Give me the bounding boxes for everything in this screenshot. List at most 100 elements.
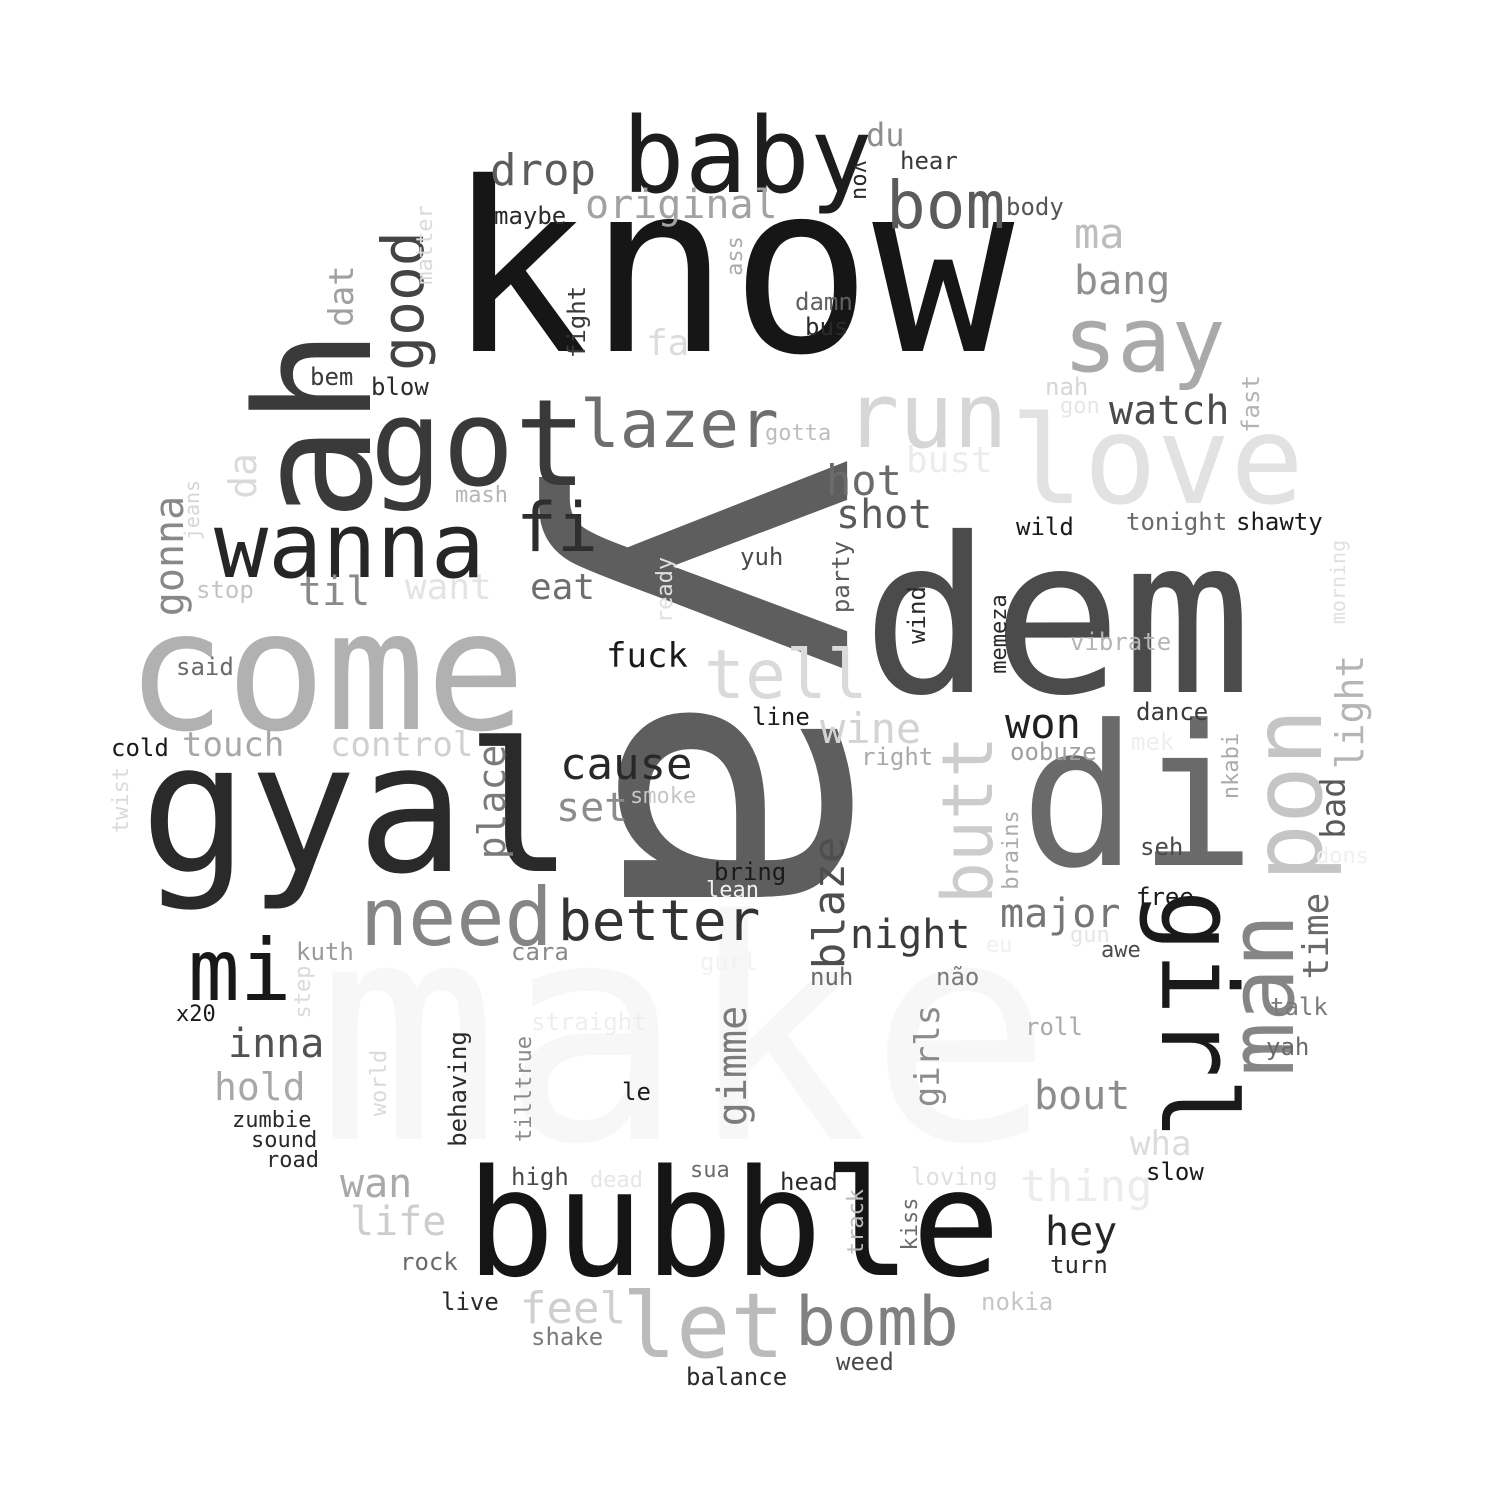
word: mi [188, 921, 292, 1021]
word: bust [906, 440, 993, 481]
word: x20 [176, 1002, 216, 1027]
word: balance [686, 1363, 788, 1391]
word: brains [999, 810, 1024, 890]
word: wha [1130, 1124, 1192, 1164]
word: kiss [898, 1197, 923, 1251]
word: watch [1109, 388, 1230, 434]
word: nokia [981, 1288, 1054, 1316]
word: bang [1074, 258, 1171, 304]
word: dead [590, 1168, 643, 1193]
word: não [936, 963, 980, 991]
word: behaving [444, 1031, 472, 1147]
word: bem [310, 363, 354, 391]
word: better [558, 889, 761, 954]
word: maybe [494, 202, 567, 230]
word: awe [1101, 938, 1141, 963]
word: blow [371, 373, 429, 401]
word: world [367, 1049, 392, 1117]
word: smoke [630, 784, 697, 809]
word: major [1000, 891, 1121, 937]
word: got [370, 375, 587, 514]
word: shake [531, 1323, 604, 1351]
word: inna [228, 1021, 325, 1067]
word: road [266, 1148, 319, 1173]
word: wild [1016, 513, 1074, 541]
word: wanna [214, 494, 485, 599]
word: thing [1020, 1161, 1153, 1212]
word: memeza [987, 594, 1012, 674]
word: place [470, 744, 514, 860]
word: high [511, 1163, 569, 1191]
word: vibrate [1070, 628, 1172, 656]
word: nkabi [1219, 732, 1244, 800]
word: know [446, 132, 1015, 407]
word: original [585, 182, 778, 228]
word: loving [911, 1163, 998, 1191]
word: tell [704, 636, 868, 715]
word: weed [836, 1348, 894, 1376]
word: say [1063, 288, 1226, 393]
word: time [1296, 892, 1337, 980]
word: gurl [700, 948, 758, 976]
word: seh [1140, 833, 1184, 861]
word: sua [690, 1158, 730, 1183]
word: fi [516, 489, 598, 568]
word: body [1006, 193, 1064, 221]
word: matter [413, 205, 438, 285]
word: feel [520, 1283, 626, 1334]
word: mash [455, 483, 508, 508]
word: tonight [1126, 508, 1228, 536]
word: gotta [765, 421, 832, 446]
word: gun [1070, 923, 1110, 948]
word: make [316, 856, 1053, 1212]
word: yah [1266, 1033, 1310, 1061]
word: talk [1270, 993, 1328, 1021]
word: come [126, 576, 526, 769]
word: baby [622, 95, 873, 217]
word: line [752, 703, 810, 731]
word: fast [1237, 375, 1265, 433]
word: damn [795, 288, 853, 316]
word: twist [109, 766, 134, 834]
word: bubble [466, 1138, 1001, 1310]
word: ass [723, 236, 748, 276]
word: shot [836, 492, 933, 538]
word: party [827, 540, 855, 614]
word: slow [1146, 1158, 1204, 1186]
word: bad [1314, 777, 1354, 839]
word: turn [1050, 1251, 1108, 1279]
word: yuh [740, 543, 784, 571]
word: fa [646, 323, 690, 364]
word: lean [706, 878, 759, 903]
word: bom [886, 167, 1006, 244]
word: wan [340, 1161, 413, 1207]
word: di [1020, 684, 1257, 912]
word: dem [862, 492, 1253, 743]
word: ready [653, 556, 678, 624]
word: cold [111, 734, 169, 762]
word: light [1328, 654, 1372, 770]
word: nuh [810, 963, 854, 991]
word: morning [1326, 539, 1350, 625]
word: bout [1034, 1073, 1131, 1119]
word: gimme [710, 1005, 756, 1127]
word: won [1005, 699, 1081, 748]
word: wine [820, 704, 922, 753]
word: nah [1045, 373, 1089, 401]
word: bus [805, 313, 849, 341]
word: stop [196, 576, 254, 604]
word: ma [1074, 209, 1125, 258]
word: want [405, 567, 492, 608]
word: da [221, 453, 265, 499]
word: blaze [804, 836, 855, 970]
word: eu [986, 933, 1013, 958]
word: dons [1316, 844, 1369, 869]
word: touch [182, 725, 285, 765]
word: track [844, 1188, 869, 1256]
word: girls [908, 1004, 948, 1108]
word: til [298, 569, 371, 615]
word: head [780, 1168, 838, 1196]
word: free [1136, 883, 1194, 911]
word: eat [530, 567, 596, 608]
